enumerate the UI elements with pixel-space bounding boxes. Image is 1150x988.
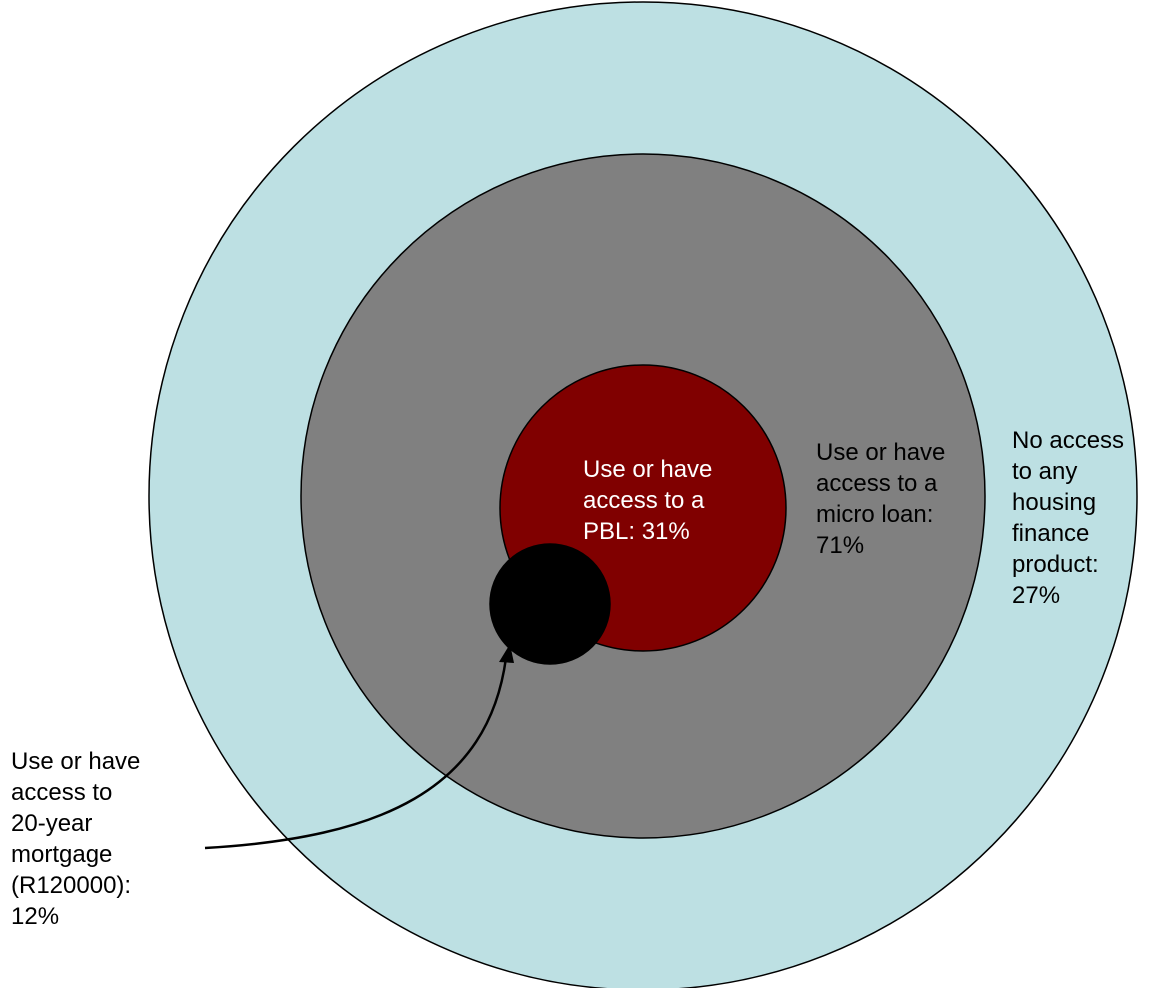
mortgage-circle xyxy=(489,543,611,665)
mortgage-pointer-arrow xyxy=(204,657,508,850)
no-access-label: No access to any housing finance product… xyxy=(1012,427,1125,609)
pbl-label: Use or have access to a PBL: 31% xyxy=(583,456,713,545)
mortgage-label: Use or have access to 20-year mortgage (… xyxy=(11,748,141,930)
mortgage-pointer-arrowhead xyxy=(499,644,514,663)
micro-loan-label: Use or have access to a micro loan: 71% xyxy=(816,439,946,559)
